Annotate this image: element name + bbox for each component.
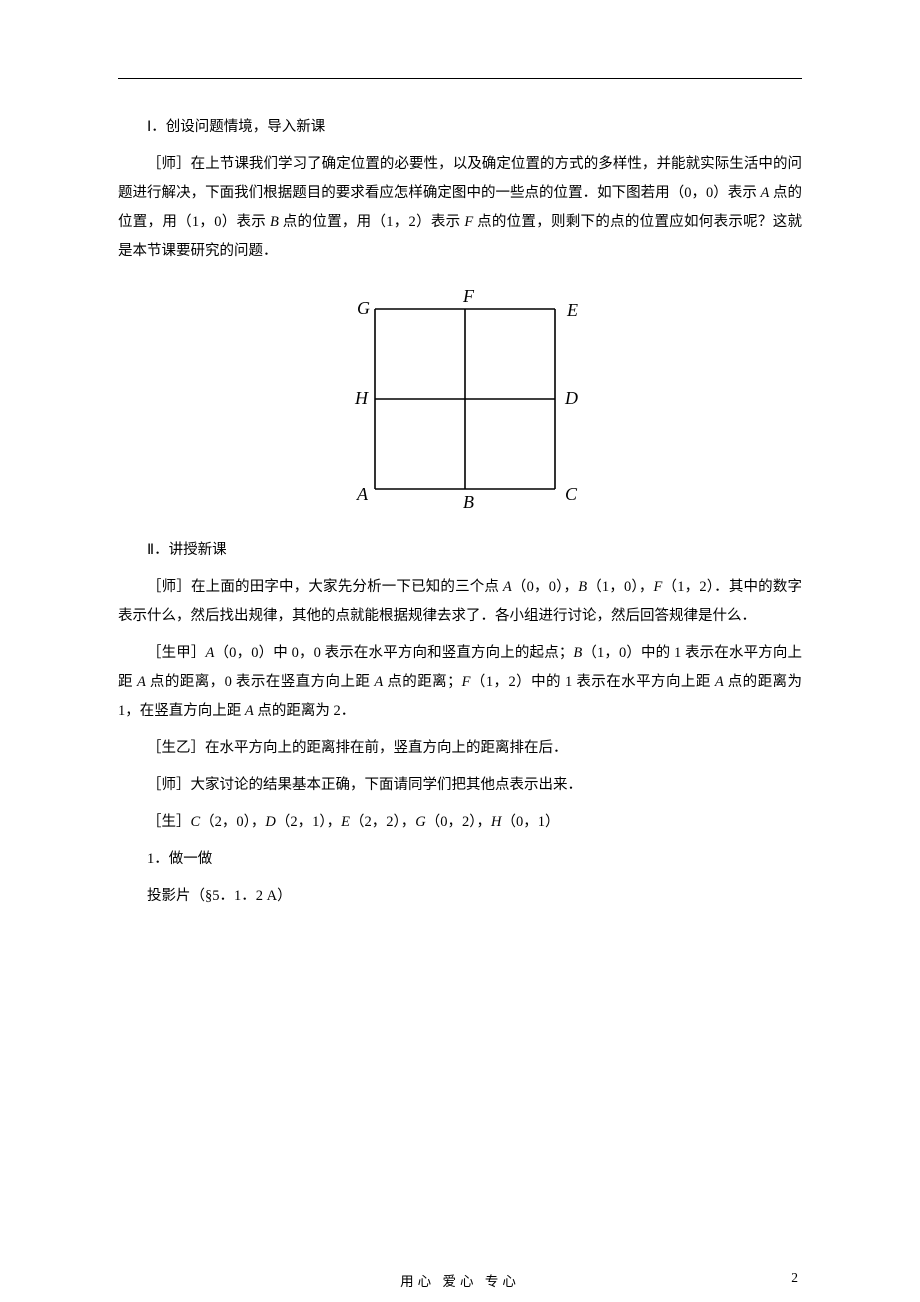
svg-text:E: E <box>566 300 578 320</box>
text: （2，0）， <box>200 814 265 830</box>
svg-text:A: A <box>356 484 369 504</box>
svg-text:F: F <box>462 286 475 306</box>
text: 点的距离为 2． <box>254 703 356 719</box>
text: （0，2）， <box>426 814 491 830</box>
var-A: A <box>137 674 146 690</box>
var-A: A <box>760 185 769 201</box>
text: 点的距离； <box>383 674 461 690</box>
var-G: G <box>415 814 425 830</box>
student-b-paragraph: ［生乙］在水平方向上的距离排在前，竖直方向上的距离排在后． <box>118 734 802 763</box>
var-H: H <box>491 814 501 830</box>
text: 点的位置，用（1，2）表示 <box>279 214 464 230</box>
top-rule <box>118 78 802 79</box>
student-answer-paragraph: ［生］C（2，0），D（2，1），E（2，2），G（0，2），H（0，1） <box>118 808 802 837</box>
text: （0，0）， <box>512 579 578 595</box>
var-B: B <box>270 214 279 230</box>
svg-text:C: C <box>565 484 578 504</box>
var-A: A <box>374 674 383 690</box>
var-B: B <box>578 579 587 595</box>
var-D: D <box>265 814 275 830</box>
slide-reference: 投影片（§5．1．2 A） <box>118 882 802 911</box>
teacher-paragraph-2: ［师］大家讨论的结果基本正确，下面请同学们把其他点表示出来． <box>118 771 802 800</box>
page-body: Ⅰ．创设问题情境，导入新课 ［师］在上节课我们学习了确定位置的必要性，以及确定位… <box>0 0 920 911</box>
exercise-heading: 1．做一做 <box>118 845 802 874</box>
text: ［师］在上节课我们学习了确定位置的必要性，以及确定位置的方式的多样性，并能就实际… <box>118 156 802 201</box>
text: （2，1）， <box>276 814 341 830</box>
student-a-paragraph: ［生甲］A（0，0）中 0，0 表示在水平方向和竖直方向上的起点；B（1，0）中… <box>118 639 802 726</box>
page-number: 2 <box>791 1270 798 1286</box>
text: （2，2）， <box>350 814 415 830</box>
grid-figure: G F E H D A B C <box>118 284 802 514</box>
grid-svg: G F E H D A B C <box>335 284 585 514</box>
intro-paragraph: ［师］在上节课我们学习了确定位置的必要性，以及确定位置的方式的多样性，并能就实际… <box>118 150 802 266</box>
text: （0，0）中 0，0 表示在水平方向和竖直方向上的起点； <box>214 645 573 661</box>
svg-text:B: B <box>463 492 474 512</box>
svg-text:H: H <box>354 388 369 408</box>
text: ［生甲］ <box>147 645 206 661</box>
var-C: C <box>191 814 201 830</box>
svg-text:G: G <box>357 298 370 318</box>
footer-motto: 用心 爱心 专心 <box>0 1270 920 1290</box>
section-1-heading: Ⅰ．创设问题情境，导入新课 <box>118 113 802 142</box>
section-2-heading: Ⅱ．讲授新课 <box>118 536 802 565</box>
var-F: F <box>464 214 473 230</box>
var-A: A <box>503 579 512 595</box>
var-A: A <box>715 674 724 690</box>
var-E: E <box>341 814 350 830</box>
text: ［生］ <box>147 814 191 830</box>
text: ［师］在上面的田字中，大家先分析一下已知的三个点 <box>147 579 503 595</box>
text: （1，2）中的 1 表示在水平方向上距 <box>470 674 714 690</box>
svg-text:D: D <box>564 388 578 408</box>
text: 点的距离，0 表示在竖直方向上距 <box>146 674 375 690</box>
var-B: B <box>573 645 582 661</box>
var-A: A <box>245 703 254 719</box>
text: （0，1） <box>501 814 559 830</box>
teacher-paragraph-1: ［师］在上面的田字中，大家先分析一下已知的三个点 A（0，0），B（1，0），F… <box>118 573 802 631</box>
text: （1，0）， <box>587 579 653 595</box>
